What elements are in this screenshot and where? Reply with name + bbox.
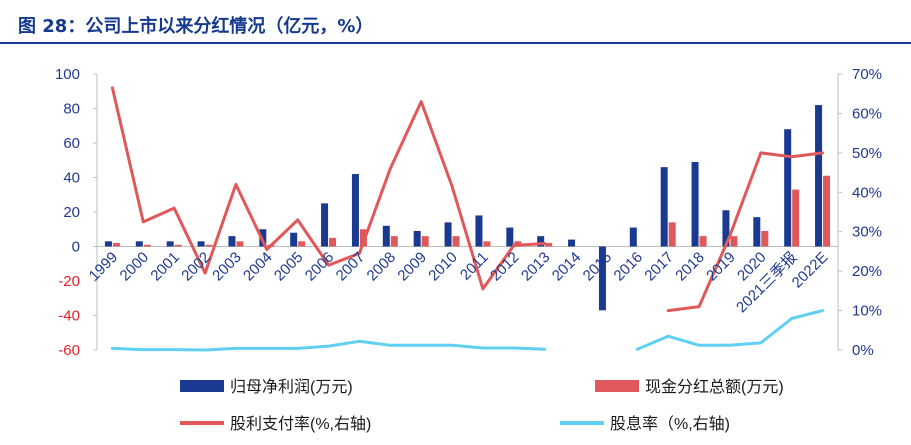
payout-ratio-line	[666, 151, 825, 313]
category-label: 2017	[641, 249, 677, 285]
category-label: 2010	[425, 249, 461, 285]
net-profit-bar	[444, 222, 452, 247]
legend: 归母净利润(万元) 现金分红总额(万元) 股利支付率(%,右轴) 股息率（%,右轴)	[180, 378, 784, 433]
category-label: 2006	[302, 249, 338, 285]
category-label: 2008	[364, 249, 400, 285]
dividend-bar	[174, 244, 182, 247]
net-profit-bar	[568, 239, 576, 247]
net-profit-bar	[290, 232, 298, 247]
category-label: 2015	[580, 249, 616, 285]
net-profit-bar	[135, 241, 143, 247]
legend-swatch	[180, 380, 224, 392]
dividend-bar	[699, 236, 707, 247]
net-profit-bar	[475, 215, 483, 247]
category-label: 2012	[487, 249, 523, 285]
right-tick-label: 50%	[852, 145, 882, 162]
category-label: 2011	[457, 249, 492, 284]
title-underline	[0, 42, 911, 44]
left-tick-label: -20	[58, 273, 80, 290]
net-profit-bar	[321, 203, 329, 247]
lines-layer	[110, 86, 825, 352]
net-profit-bar	[815, 105, 823, 247]
dividend-bar	[359, 229, 367, 247]
right-tick-label: 40%	[852, 184, 882, 201]
net-profit-bar	[598, 246, 606, 311]
category-label: 2001	[147, 249, 183, 285]
legend-label: 归母净利润(万元)	[230, 378, 353, 396]
dividend-bar	[421, 236, 429, 247]
dividend-bar	[298, 241, 306, 247]
category-label: 2003	[209, 249, 245, 285]
left-tick-label: 80	[63, 101, 80, 118]
dividend-yield-line	[110, 339, 547, 352]
right-tick-label: 0%	[852, 342, 874, 359]
dividend-bar	[112, 243, 120, 247]
right-tick-label: 60%	[852, 105, 882, 122]
net-profit-bar	[351, 174, 359, 247]
category-label: 2016	[611, 249, 647, 285]
dividend-bar	[390, 236, 398, 247]
dividend-bar	[545, 243, 553, 247]
net-profit-bar	[228, 236, 236, 247]
net-profit-bar	[660, 167, 668, 247]
dividend-bar	[668, 222, 676, 247]
legend-swatch	[595, 380, 639, 392]
category-label: 2000	[117, 249, 153, 285]
dividend-bar	[761, 230, 769, 247]
category-label: 2019	[703, 249, 739, 285]
dividend-yield-line	[635, 309, 825, 351]
dividend-bar	[205, 244, 213, 247]
dividend-bar	[143, 244, 151, 247]
dividend-bar	[483, 241, 491, 247]
left-tick-label: 60	[63, 135, 80, 152]
left-tick-label: 100	[55, 66, 80, 83]
category-label: 2014	[549, 249, 585, 285]
left-tick-label: 0	[72, 239, 80, 256]
labels-layer: 100 80 60 40 20 0 -20 -40 -60 70% 60% 50% 40% 30% 20% 1…	[55, 66, 882, 359]
dividend-bar	[730, 236, 738, 247]
right-tick-label: 70%	[852, 66, 882, 83]
category-label: 2018	[672, 249, 708, 285]
dividend-bar	[329, 237, 337, 247]
axes-layer	[93, 73, 842, 351]
category-label: 2022E	[789, 249, 832, 292]
left-tick-label: 20	[63, 204, 80, 221]
net-profit-bar	[382, 225, 390, 247]
bars-layer	[104, 105, 831, 311]
left-tick-label: -60	[58, 342, 80, 359]
dividend-bar	[823, 175, 831, 247]
category-label: 2009	[394, 249, 430, 285]
left-tick-label: -40	[58, 308, 80, 325]
payout-ratio-line	[110, 86, 547, 291]
category-label: 2013	[518, 249, 554, 285]
legend-label: 现金分红总额(万元)	[645, 378, 784, 396]
net-profit-bar	[104, 241, 112, 247]
left-tick-label: 40	[63, 170, 80, 187]
net-profit-bar	[629, 227, 637, 247]
legend-label: 股利支付率(%,右轴)	[230, 415, 371, 433]
net-profit-bar	[506, 227, 514, 247]
net-profit-bar	[537, 236, 545, 247]
net-profit-bar	[753, 217, 761, 247]
net-profit-bar	[166, 241, 174, 247]
net-profit-bar	[413, 230, 421, 247]
dividend-bar	[452, 236, 460, 247]
net-profit-bar	[722, 210, 730, 247]
net-profit-bar	[197, 241, 205, 247]
dividend-bar	[236, 241, 244, 247]
net-profit-bar	[691, 161, 699, 247]
category-label: 2004	[240, 249, 276, 285]
category-label: 2005	[271, 249, 307, 285]
right-tick-label: 10%	[852, 303, 882, 320]
right-tick-label: 30%	[852, 224, 882, 241]
right-tick-label: 20%	[852, 263, 882, 280]
legend-label: 股息率（%,右轴)	[610, 415, 730, 433]
category-label: 2007	[333, 249, 369, 285]
dividend-bar	[792, 189, 800, 247]
chart-title: 图 28：公司上市以来分红情况（亿元，%）	[18, 16, 374, 37]
net-profit-bar	[784, 129, 792, 247]
category-label: 1999	[86, 249, 122, 285]
